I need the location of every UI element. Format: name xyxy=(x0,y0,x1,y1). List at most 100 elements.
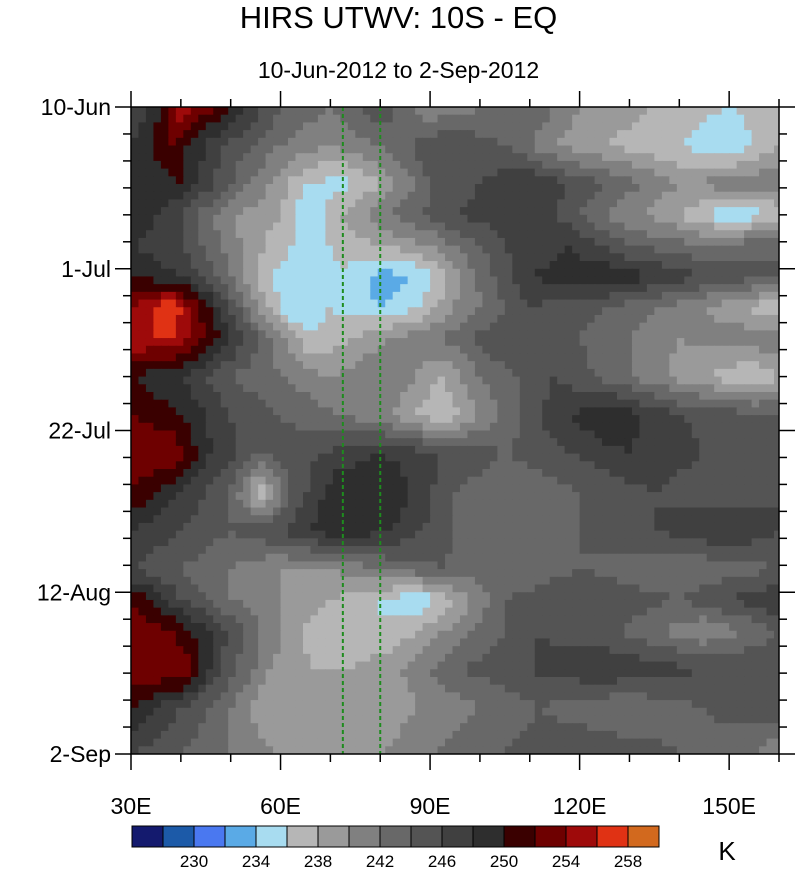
heatmap-cell xyxy=(699,299,708,308)
heatmap-cell xyxy=(699,191,708,201)
heatmap-cell xyxy=(430,176,439,185)
heatmap-cell xyxy=(317,530,326,539)
heatmap-cell xyxy=(138,237,147,247)
heatmap-cell xyxy=(609,361,618,370)
heatmap-cell xyxy=(534,499,543,509)
heatmap-cell xyxy=(736,230,745,239)
heatmap-cell xyxy=(415,538,424,547)
heatmap-cell xyxy=(220,199,229,208)
heatmap-cell xyxy=(407,330,416,339)
heatmap-cell xyxy=(131,122,140,131)
heatmap-cell xyxy=(302,107,312,116)
heatmap-cell xyxy=(736,391,745,401)
heatmap-cell xyxy=(527,191,536,201)
heatmap-cell xyxy=(145,507,155,516)
heatmap-cell xyxy=(721,469,730,478)
heatmap-cell xyxy=(527,214,536,224)
heatmap-cell xyxy=(774,184,779,193)
heatmap-cell xyxy=(602,438,611,447)
heatmap-cell xyxy=(235,415,244,424)
heatmap-cell xyxy=(519,284,528,293)
heatmap-cell xyxy=(631,430,641,439)
heatmap-cell xyxy=(609,368,618,378)
heatmap-cell xyxy=(602,268,611,278)
heatmap-cell xyxy=(549,415,558,424)
heatmap-cell xyxy=(729,530,738,539)
heatmap-cell xyxy=(243,469,252,478)
heatmap-cell xyxy=(370,391,379,401)
heatmap-cell xyxy=(198,230,207,239)
heatmap-cell xyxy=(474,361,484,370)
heatmap-cell xyxy=(564,184,573,193)
heatmap-cell xyxy=(774,245,779,254)
heatmap-cell xyxy=(512,245,521,254)
heatmap-cell xyxy=(190,137,199,147)
heatmap-cell xyxy=(131,453,140,462)
heatmap-cell xyxy=(684,307,693,316)
heatmap-cell xyxy=(325,168,334,177)
heatmap-cell xyxy=(774,438,779,447)
heatmap-cell xyxy=(549,438,558,447)
heatmap-cell xyxy=(661,160,670,170)
heatmap-cell xyxy=(699,107,708,116)
heatmap-cell xyxy=(744,184,753,193)
heatmap-cell xyxy=(347,461,356,470)
heatmap-cell xyxy=(729,237,738,247)
heatmap-cell xyxy=(759,415,768,424)
heatmap-cell xyxy=(332,476,341,486)
heatmap-cell xyxy=(452,469,461,478)
heatmap-cell xyxy=(669,222,678,231)
heatmap-cell xyxy=(370,515,379,524)
heatmap-cell xyxy=(295,461,304,470)
heatmap-cell xyxy=(340,199,349,208)
heatmap-cell xyxy=(587,222,596,231)
heatmap-cell xyxy=(631,391,641,401)
heatmap-cell xyxy=(340,445,349,455)
heatmap-cell xyxy=(512,353,521,362)
heatmap-cell xyxy=(684,499,693,509)
heatmap-cell xyxy=(340,253,349,262)
heatmap-cell xyxy=(250,276,259,285)
heatmap-cell xyxy=(183,107,192,116)
heatmap-cell xyxy=(220,291,229,301)
heatmap-cell xyxy=(684,207,693,216)
heatmap-cell xyxy=(131,207,140,216)
heatmap-cell xyxy=(691,207,700,216)
heatmap-cell xyxy=(497,199,506,208)
heatmap-cell xyxy=(534,368,543,378)
heatmap-cell xyxy=(168,361,177,370)
heatmap-cell xyxy=(198,422,207,432)
heatmap-cell xyxy=(549,222,558,231)
heatmap-cell xyxy=(474,469,484,478)
heatmap-cell xyxy=(198,160,207,170)
heatmap-cell xyxy=(542,245,551,254)
heatmap-cell xyxy=(706,453,715,462)
heatmap-cell xyxy=(280,276,289,285)
heatmap-cell xyxy=(153,376,162,385)
heatmap-cell xyxy=(355,476,364,486)
heatmap-cell xyxy=(228,199,237,208)
heatmap-cell xyxy=(153,291,162,301)
heatmap-cell xyxy=(340,330,349,339)
heatmap-cell xyxy=(497,222,506,231)
heatmap-cell xyxy=(220,130,229,139)
heatmap-cell xyxy=(198,322,207,331)
heatmap-cell xyxy=(631,153,641,162)
heatmap-cell xyxy=(542,361,551,370)
heatmap-cell xyxy=(721,245,730,254)
heatmap-cell xyxy=(392,476,401,486)
heatmap-cell xyxy=(138,538,147,547)
heatmap-cell xyxy=(669,145,678,154)
heatmap-cell xyxy=(489,276,498,285)
heatmap-cell xyxy=(751,415,760,424)
heatmap-cell xyxy=(317,430,326,439)
heatmap-cell xyxy=(542,168,551,177)
heatmap-cell xyxy=(385,314,394,324)
heatmap-cell xyxy=(347,268,356,278)
heatmap-cell xyxy=(654,299,663,308)
heatmap-cell xyxy=(220,461,229,470)
heatmap-cell xyxy=(549,176,558,185)
heatmap-cell xyxy=(213,122,222,131)
heatmap-cell xyxy=(370,245,379,254)
heatmap-cell xyxy=(542,191,551,201)
